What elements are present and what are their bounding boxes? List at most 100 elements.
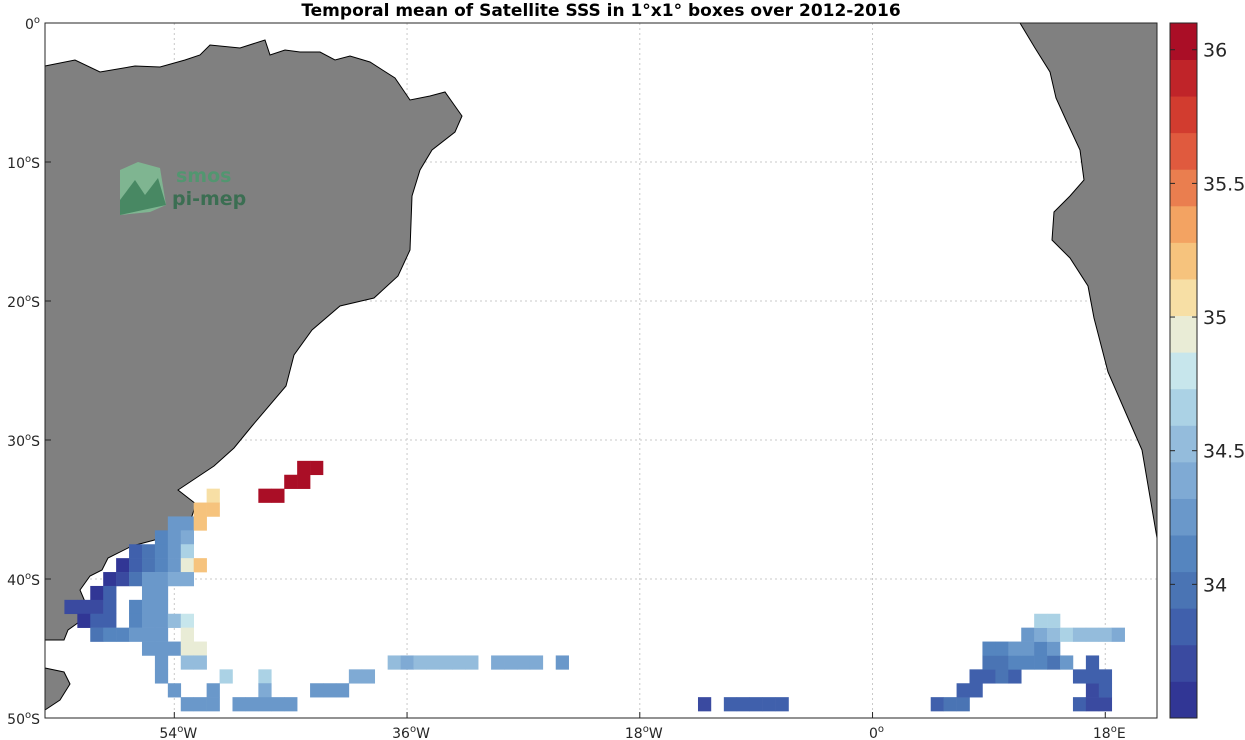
sss-cell bbox=[555, 655, 569, 670]
sss-cell bbox=[129, 613, 143, 628]
colorbar-swatch bbox=[1170, 608, 1197, 646]
sss-cell bbox=[1047, 655, 1061, 670]
sss-cell bbox=[103, 613, 117, 628]
sss-cell bbox=[956, 697, 970, 712]
sss-cell bbox=[297, 474, 311, 489]
sss-cell bbox=[1060, 627, 1074, 642]
sss-cell bbox=[167, 613, 182, 628]
sss-cell bbox=[154, 530, 169, 545]
sss-cell bbox=[995, 655, 1009, 670]
sss-cell bbox=[206, 488, 220, 503]
colorbar-tick-label: 34 bbox=[1203, 574, 1227, 596]
sss-cell bbox=[439, 655, 453, 670]
sss-cell bbox=[297, 460, 311, 476]
sss-cell bbox=[103, 627, 117, 642]
sss-cell bbox=[206, 683, 220, 698]
sss-cell bbox=[154, 585, 169, 601]
sss-cell bbox=[361, 669, 376, 684]
sss-cell bbox=[749, 697, 763, 712]
colorbar-swatch bbox=[1170, 461, 1197, 499]
sss-cell bbox=[1111, 627, 1125, 642]
sss-cell bbox=[1047, 613, 1061, 628]
sss-cell bbox=[1098, 697, 1113, 712]
sss-cell bbox=[129, 599, 143, 615]
sss-cell bbox=[167, 558, 182, 573]
sss-cell bbox=[1034, 655, 1048, 670]
sss-cell bbox=[956, 683, 970, 698]
colorbar-swatch bbox=[1170, 169, 1197, 207]
colorbar-swatch bbox=[1170, 132, 1197, 170]
colorbar-swatch bbox=[1170, 425, 1197, 463]
sss-cell bbox=[1034, 627, 1048, 642]
sss-cell bbox=[1072, 697, 1087, 712]
sss-cell bbox=[116, 572, 130, 587]
sss-cell bbox=[245, 697, 259, 712]
axis-ticks: 0o 10oS 20oS 30oS 40oS 50oS 54oW 36oW 18oW 0o 18oE bbox=[7, 15, 1126, 740]
sss-cell bbox=[1021, 641, 1035, 656]
smos-pi-mep-logo: smos pi-mep bbox=[120, 162, 246, 215]
sss-cell bbox=[116, 558, 130, 573]
sss-cell bbox=[141, 558, 156, 573]
sss-cell bbox=[271, 697, 285, 712]
sss-cell bbox=[154, 641, 169, 656]
sss-cell bbox=[180, 516, 194, 531]
sss-cell bbox=[129, 572, 143, 587]
sss-cell bbox=[129, 627, 143, 642]
colorbar-swatch bbox=[1170, 352, 1197, 390]
sss-cell bbox=[1034, 641, 1048, 656]
sss-cell bbox=[258, 697, 272, 712]
colorbar-tick-label: 35.5 bbox=[1203, 173, 1245, 195]
sss-cell bbox=[1021, 655, 1035, 670]
sss-cell bbox=[64, 599, 78, 615]
sss-cell bbox=[232, 697, 246, 712]
sss-cell bbox=[180, 627, 194, 642]
sss-cell bbox=[116, 627, 130, 642]
sss-cell bbox=[465, 655, 479, 670]
sss-cell bbox=[141, 544, 156, 559]
sss-cell bbox=[1085, 655, 1100, 670]
lon-tick-label: 0o bbox=[869, 724, 884, 740]
sss-cell bbox=[180, 544, 194, 559]
sss-cell bbox=[775, 697, 789, 712]
sss-cell bbox=[491, 655, 505, 670]
lat-tick-label: 0o bbox=[25, 15, 40, 33]
sss-cell bbox=[180, 613, 194, 628]
sss-cell bbox=[1034, 613, 1048, 628]
lat-tick-label: 50oS bbox=[7, 710, 40, 728]
colorbar-swatch bbox=[1170, 535, 1197, 573]
colorbar-frame bbox=[1169, 22, 1198, 719]
map-frame bbox=[44, 22, 1158, 719]
sss-cell bbox=[129, 544, 143, 559]
sss-cell bbox=[77, 613, 91, 628]
colorbar-swatch bbox=[1170, 279, 1197, 317]
sss-cell bbox=[180, 530, 194, 545]
sss-cell bbox=[154, 544, 169, 559]
sss-cell bbox=[335, 683, 350, 698]
sss-cell bbox=[529, 655, 544, 670]
sss-cell bbox=[1008, 669, 1022, 684]
sss-cell bbox=[141, 599, 156, 615]
colorbar-swatch bbox=[1170, 681, 1197, 719]
logo-wave-icon bbox=[120, 178, 166, 215]
sss-cell bbox=[90, 613, 104, 628]
sss-cell bbox=[141, 572, 156, 587]
colorbar-swatch bbox=[1170, 571, 1197, 609]
sss-cell bbox=[310, 460, 324, 476]
sss-cell bbox=[258, 488, 272, 503]
lon-tick-label: 36oW bbox=[392, 724, 430, 740]
colorbar-tick-label: 36 bbox=[1203, 40, 1227, 62]
sss-cells bbox=[64, 460, 1125, 712]
sss-cell bbox=[90, 599, 104, 615]
sss-cell bbox=[1085, 627, 1100, 642]
lat-tick-label: 10oS bbox=[7, 154, 40, 172]
sss-cell bbox=[180, 655, 194, 670]
sss-cell bbox=[1060, 655, 1074, 670]
sss-cell bbox=[310, 683, 324, 698]
sss-cell bbox=[982, 669, 996, 684]
sss-cell bbox=[271, 488, 285, 503]
sss-cell bbox=[1098, 627, 1113, 642]
sss-cell bbox=[154, 599, 169, 615]
sss-cell bbox=[167, 572, 182, 587]
colorbar-swatch bbox=[1170, 205, 1197, 243]
